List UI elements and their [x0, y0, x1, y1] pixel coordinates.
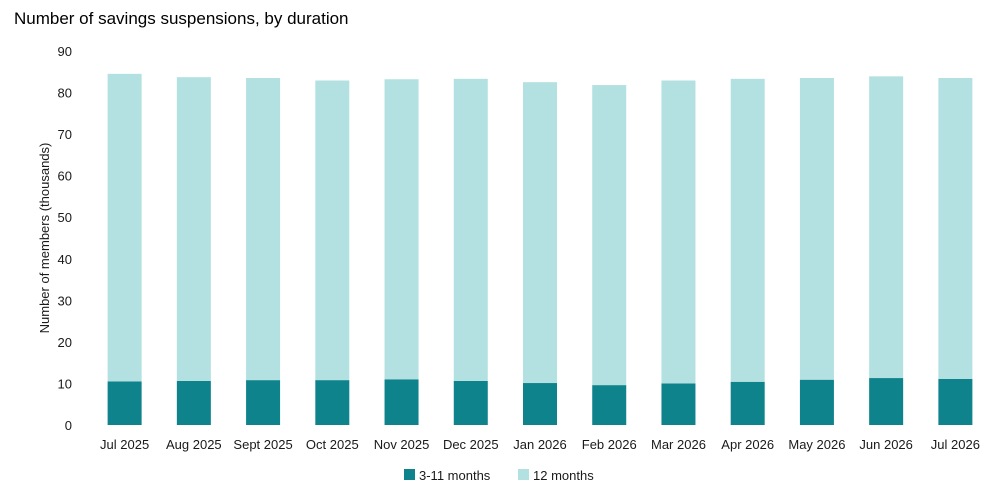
y-tick-label: 0 [65, 418, 72, 433]
x-tick-label: Dec 2025 [443, 437, 499, 452]
y-tick-label: 90 [58, 44, 72, 59]
x-tick-label: May 2026 [788, 437, 845, 452]
bars [107, 73, 973, 425]
bar-3-11-months [107, 381, 142, 425]
bar-3-11-months [661, 383, 696, 425]
legend-swatch-3-11-months [404, 469, 415, 480]
bar-12-months [799, 78, 834, 380]
bar-12-months [384, 79, 419, 380]
bar-12-months [315, 80, 350, 381]
legend-label-3-11-months: 3-11 months [419, 468, 491, 483]
bar-3-11-months [453, 380, 488, 425]
bar-12-months [592, 85, 627, 386]
x-tick-label: Jan 2026 [513, 437, 567, 452]
y-tick-label: 30 [58, 293, 72, 308]
y-tick-label: 80 [58, 86, 72, 101]
bar-3-11-months [799, 379, 834, 425]
x-tick-label: Sept 2025 [233, 437, 292, 452]
legend-label-12-months: 12 months [533, 468, 594, 483]
y-axis-label: Number of members (thousands) [37, 143, 52, 334]
x-tick-label: Jul 2026 [931, 437, 980, 452]
bar-3-11-months [176, 380, 211, 425]
x-tick-label: Jul 2025 [100, 437, 149, 452]
bar-12-months [661, 80, 696, 384]
bar-3-11-months [246, 380, 281, 425]
bar-12-months [523, 82, 557, 384]
x-tick-label: Apr 2026 [721, 437, 774, 452]
legend-swatch-12-months [518, 469, 529, 480]
bar-3-11-months [384, 379, 419, 425]
bar-12-months [453, 78, 488, 381]
bar-3-11-months [315, 380, 350, 425]
x-axis-ticks: Jul 2025 Aug 2025 Sept 2025 Oct 2025 Nov 202… [100, 437, 980, 452]
y-tick-label: 10 [58, 376, 72, 391]
x-tick-label: Jun 2026 [859, 437, 913, 452]
y-tick-label: 60 [58, 169, 72, 184]
legend: 3-11 months 12 months [404, 468, 594, 483]
x-tick-label: Nov 2025 [374, 437, 430, 452]
x-tick-label: Feb 2026 [582, 437, 637, 452]
chart-title: Number of savings suspensions, by durati… [14, 9, 349, 28]
bar-3-11-months [938, 378, 973, 425]
bar-12-months [246, 78, 281, 381]
bar-12-months [730, 78, 765, 382]
y-tick-label: 70 [58, 127, 72, 142]
x-tick-label: Oct 2025 [306, 437, 359, 452]
y-tick-label: 50 [58, 210, 72, 225]
bar-3-11-months [869, 378, 904, 425]
y-tick-label: 40 [58, 252, 72, 267]
x-tick-label: Aug 2025 [166, 437, 222, 452]
y-axis-ticks: 0 10 20 30 40 50 60 70 80 90 [58, 44, 72, 433]
x-tick-label: Mar 2026 [651, 437, 706, 452]
bar-12-months [176, 77, 211, 381]
bar-3-11-months [730, 381, 765, 425]
bar-12-months [938, 78, 973, 379]
bar-3-11-months [592, 385, 627, 425]
bar-3-11-months [523, 383, 557, 425]
y-tick-label: 20 [58, 335, 72, 350]
bar-12-months [869, 76, 904, 379]
bar-12-months [107, 73, 142, 382]
